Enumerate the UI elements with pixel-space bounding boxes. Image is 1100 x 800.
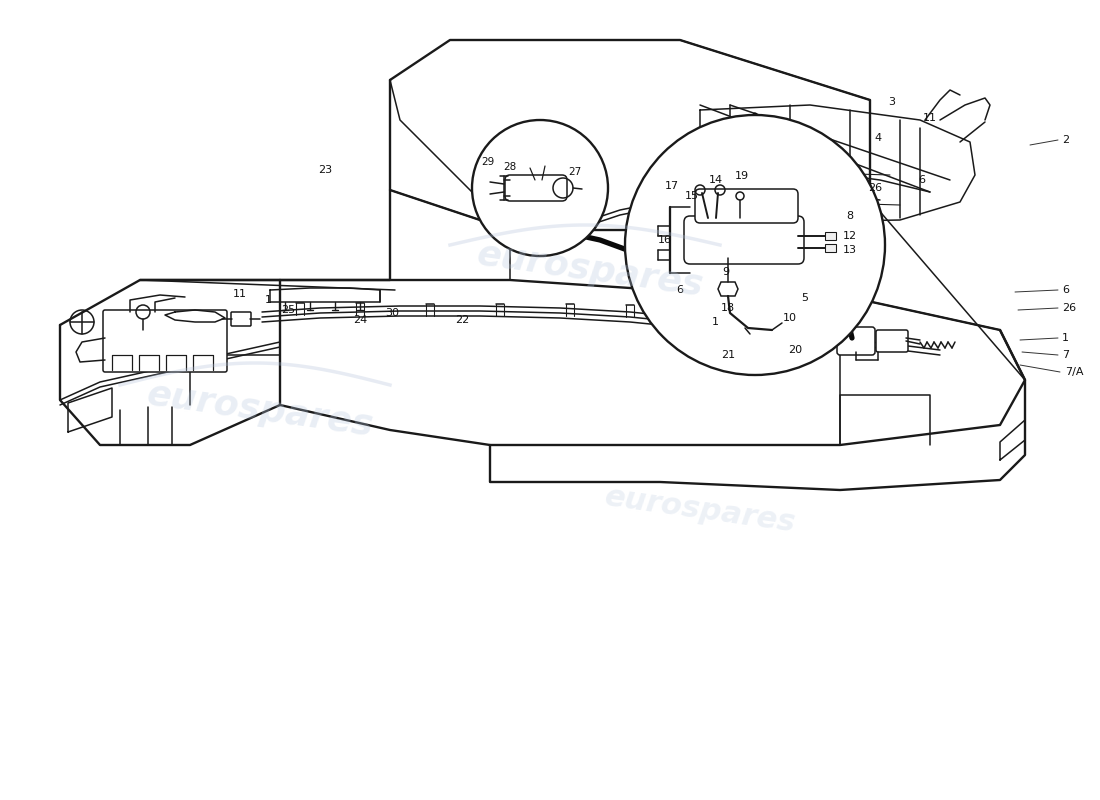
Text: 22: 22 (455, 315, 469, 325)
Text: 3: 3 (889, 97, 895, 107)
Text: 21: 21 (720, 350, 735, 360)
FancyBboxPatch shape (103, 310, 227, 372)
FancyBboxPatch shape (505, 175, 566, 201)
Text: 1: 1 (264, 295, 272, 305)
Text: 4: 4 (874, 133, 881, 143)
Text: eurospares: eurospares (603, 482, 798, 538)
Text: 30: 30 (385, 308, 399, 318)
Text: 17: 17 (664, 181, 679, 191)
Text: 28: 28 (504, 162, 517, 172)
Text: 19: 19 (735, 171, 749, 181)
Text: 10: 10 (783, 313, 798, 323)
Text: 11: 11 (233, 289, 248, 299)
Text: 12: 12 (843, 231, 857, 241)
Text: 11: 11 (923, 113, 937, 123)
FancyBboxPatch shape (825, 243, 836, 251)
Text: 26: 26 (1062, 303, 1076, 313)
Text: 23: 23 (318, 165, 332, 175)
Text: 9: 9 (723, 267, 729, 277)
FancyBboxPatch shape (825, 231, 836, 239)
Text: 7: 7 (1062, 350, 1069, 360)
Text: 14: 14 (708, 175, 723, 185)
Circle shape (625, 115, 886, 375)
Text: 2: 2 (1062, 135, 1069, 145)
Text: 29: 29 (482, 157, 495, 167)
FancyBboxPatch shape (837, 327, 874, 355)
Text: 26: 26 (868, 183, 882, 193)
Text: eurospares: eurospares (474, 238, 705, 302)
FancyBboxPatch shape (684, 216, 804, 264)
FancyBboxPatch shape (876, 330, 907, 352)
Text: 8: 8 (846, 211, 854, 221)
Text: 1: 1 (1062, 333, 1069, 343)
Text: 20: 20 (788, 345, 802, 355)
Text: 25: 25 (280, 305, 295, 315)
Text: 1: 1 (712, 317, 718, 327)
Text: 7/A: 7/A (1065, 367, 1084, 377)
Text: 27: 27 (569, 167, 582, 177)
Circle shape (472, 120, 608, 256)
Text: 24: 24 (353, 315, 367, 325)
Text: 6: 6 (918, 175, 925, 185)
Text: eurospares: eurospares (144, 378, 375, 442)
FancyBboxPatch shape (695, 189, 798, 223)
Text: 6: 6 (676, 285, 683, 295)
Text: 15: 15 (685, 191, 698, 201)
Text: 5: 5 (802, 293, 808, 303)
FancyBboxPatch shape (231, 312, 251, 326)
Text: 16: 16 (658, 235, 672, 245)
Text: 18: 18 (720, 303, 735, 313)
Text: 6: 6 (1062, 285, 1069, 295)
Text: 13: 13 (843, 245, 857, 255)
